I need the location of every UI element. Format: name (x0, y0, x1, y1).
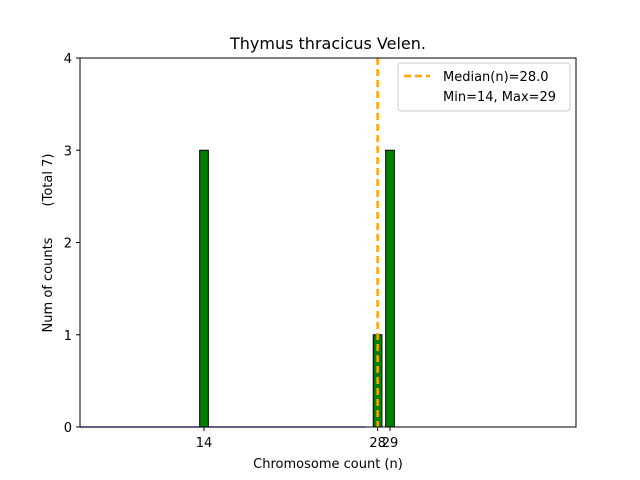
legend-box (397, 62, 571, 112)
bar-14 (199, 149, 209, 428)
y-axis-total-note: (Total 7) (41, 154, 56, 207)
y-tick-label: 3 (64, 144, 72, 159)
bar-29 (385, 149, 395, 428)
chart-title: Thymus thracicus Velen. (229, 34, 426, 53)
x-tick-label: 28 (369, 436, 386, 451)
y-tick-label: 0 (64, 421, 72, 436)
plot-frame (79, 57, 577, 428)
y-axis-label: Num of counts (41, 237, 56, 332)
legend-entry-median: Median(n)=28.0 (443, 70, 549, 85)
x-tick-label: 29 (382, 436, 399, 451)
legend: Median(n)=28.0 Min=14, Max=29 (397, 62, 571, 112)
y-tick-label: 2 (64, 237, 72, 252)
x-tick-label: 14 (196, 436, 213, 451)
y-tick-label: 4 (64, 52, 72, 67)
y-axis-ticks: 0 1 2 3 4 (64, 52, 80, 436)
legend-entry-minmax: Min=14, Max=29 (443, 90, 556, 105)
bars-layer (199, 149, 395, 428)
y-tick-label: 1 (64, 329, 72, 344)
x-axis-label: Chromosome count (n) (253, 457, 403, 472)
